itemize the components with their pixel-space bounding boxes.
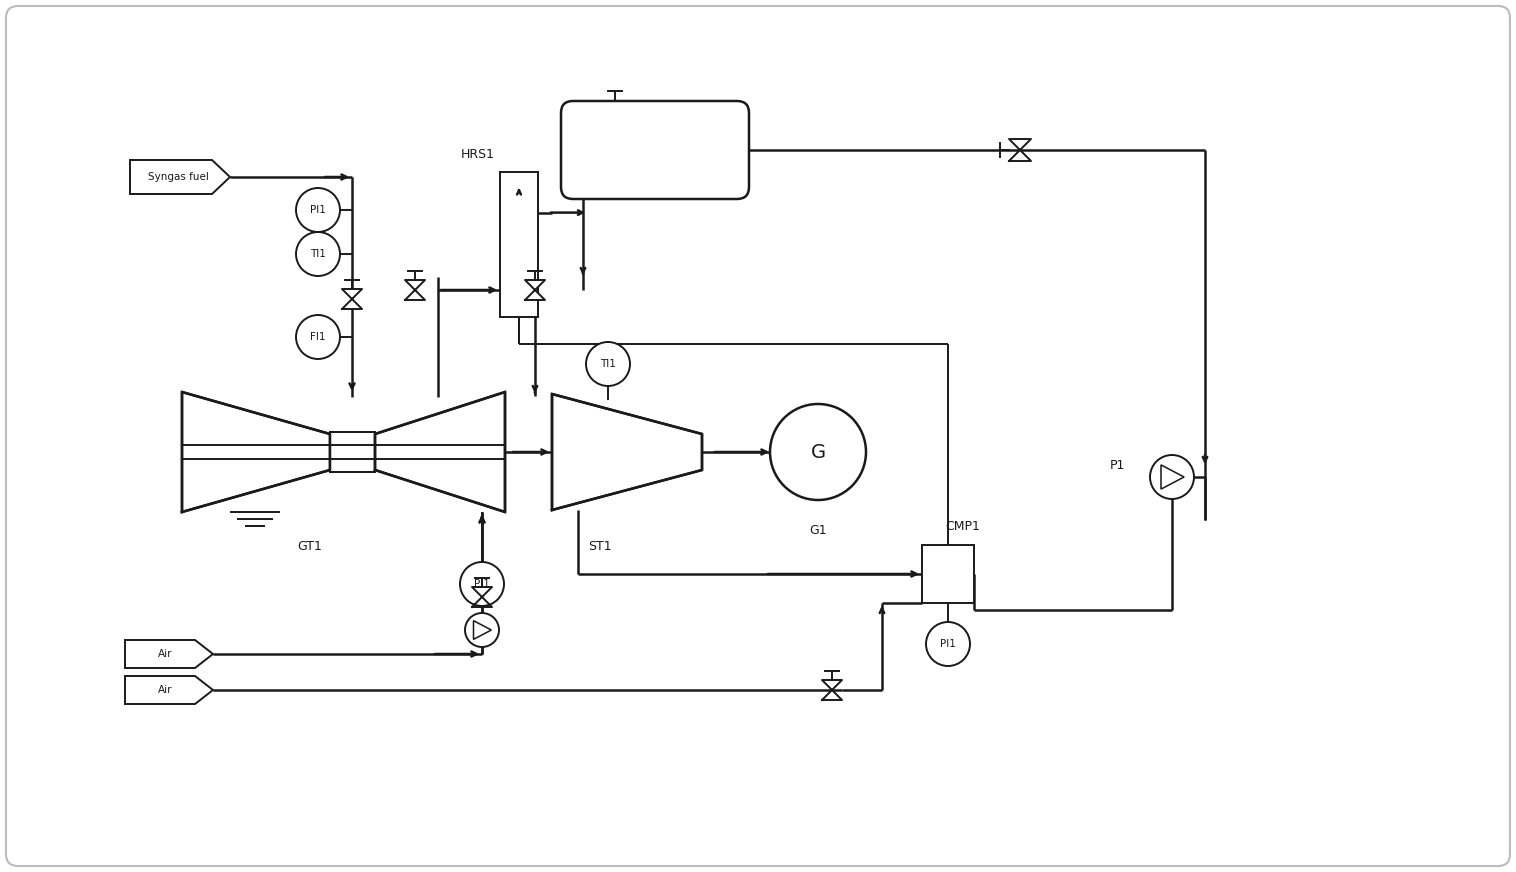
Text: Air: Air [158, 685, 173, 695]
Circle shape [459, 562, 503, 606]
Text: ST1: ST1 [588, 541, 612, 554]
Polygon shape [124, 640, 214, 668]
FancyBboxPatch shape [561, 101, 749, 199]
Text: G1: G1 [810, 523, 826, 536]
Polygon shape [343, 289, 362, 309]
Bar [922, 545, 973, 603]
Circle shape [465, 613, 499, 647]
Polygon shape [473, 621, 491, 639]
Text: G: G [811, 442, 826, 461]
Polygon shape [822, 680, 841, 700]
Text: PI1: PI1 [311, 205, 326, 215]
Circle shape [587, 342, 631, 386]
Text: CMP1: CMP1 [946, 521, 981, 534]
Polygon shape [130, 160, 230, 194]
Polygon shape [124, 676, 214, 704]
Text: P1: P1 [1110, 459, 1125, 472]
Text: PI1: PI1 [475, 579, 490, 589]
Text: Air: Air [158, 649, 173, 659]
Polygon shape [330, 432, 374, 472]
Circle shape [926, 622, 970, 666]
Text: TI1: TI1 [600, 359, 615, 369]
Circle shape [296, 315, 340, 359]
Polygon shape [471, 587, 493, 607]
Polygon shape [1010, 139, 1031, 161]
Circle shape [770, 404, 866, 500]
Polygon shape [374, 392, 505, 512]
Text: Syngas fuel: Syngas fuel [147, 172, 208, 182]
Circle shape [1151, 455, 1195, 499]
Text: PI1: PI1 [940, 639, 957, 649]
Polygon shape [182, 392, 330, 512]
Text: FI1: FI1 [311, 332, 326, 342]
Circle shape [296, 232, 340, 276]
Polygon shape [525, 280, 544, 300]
Polygon shape [552, 394, 702, 510]
Polygon shape [1161, 465, 1184, 489]
Text: HRS1: HRS1 [461, 147, 496, 160]
Text: GT1: GT1 [297, 541, 323, 554]
Circle shape [296, 188, 340, 232]
Text: TI1: TI1 [311, 249, 326, 259]
FancyBboxPatch shape [6, 6, 1510, 866]
Polygon shape [405, 280, 424, 300]
Bar [500, 172, 538, 317]
